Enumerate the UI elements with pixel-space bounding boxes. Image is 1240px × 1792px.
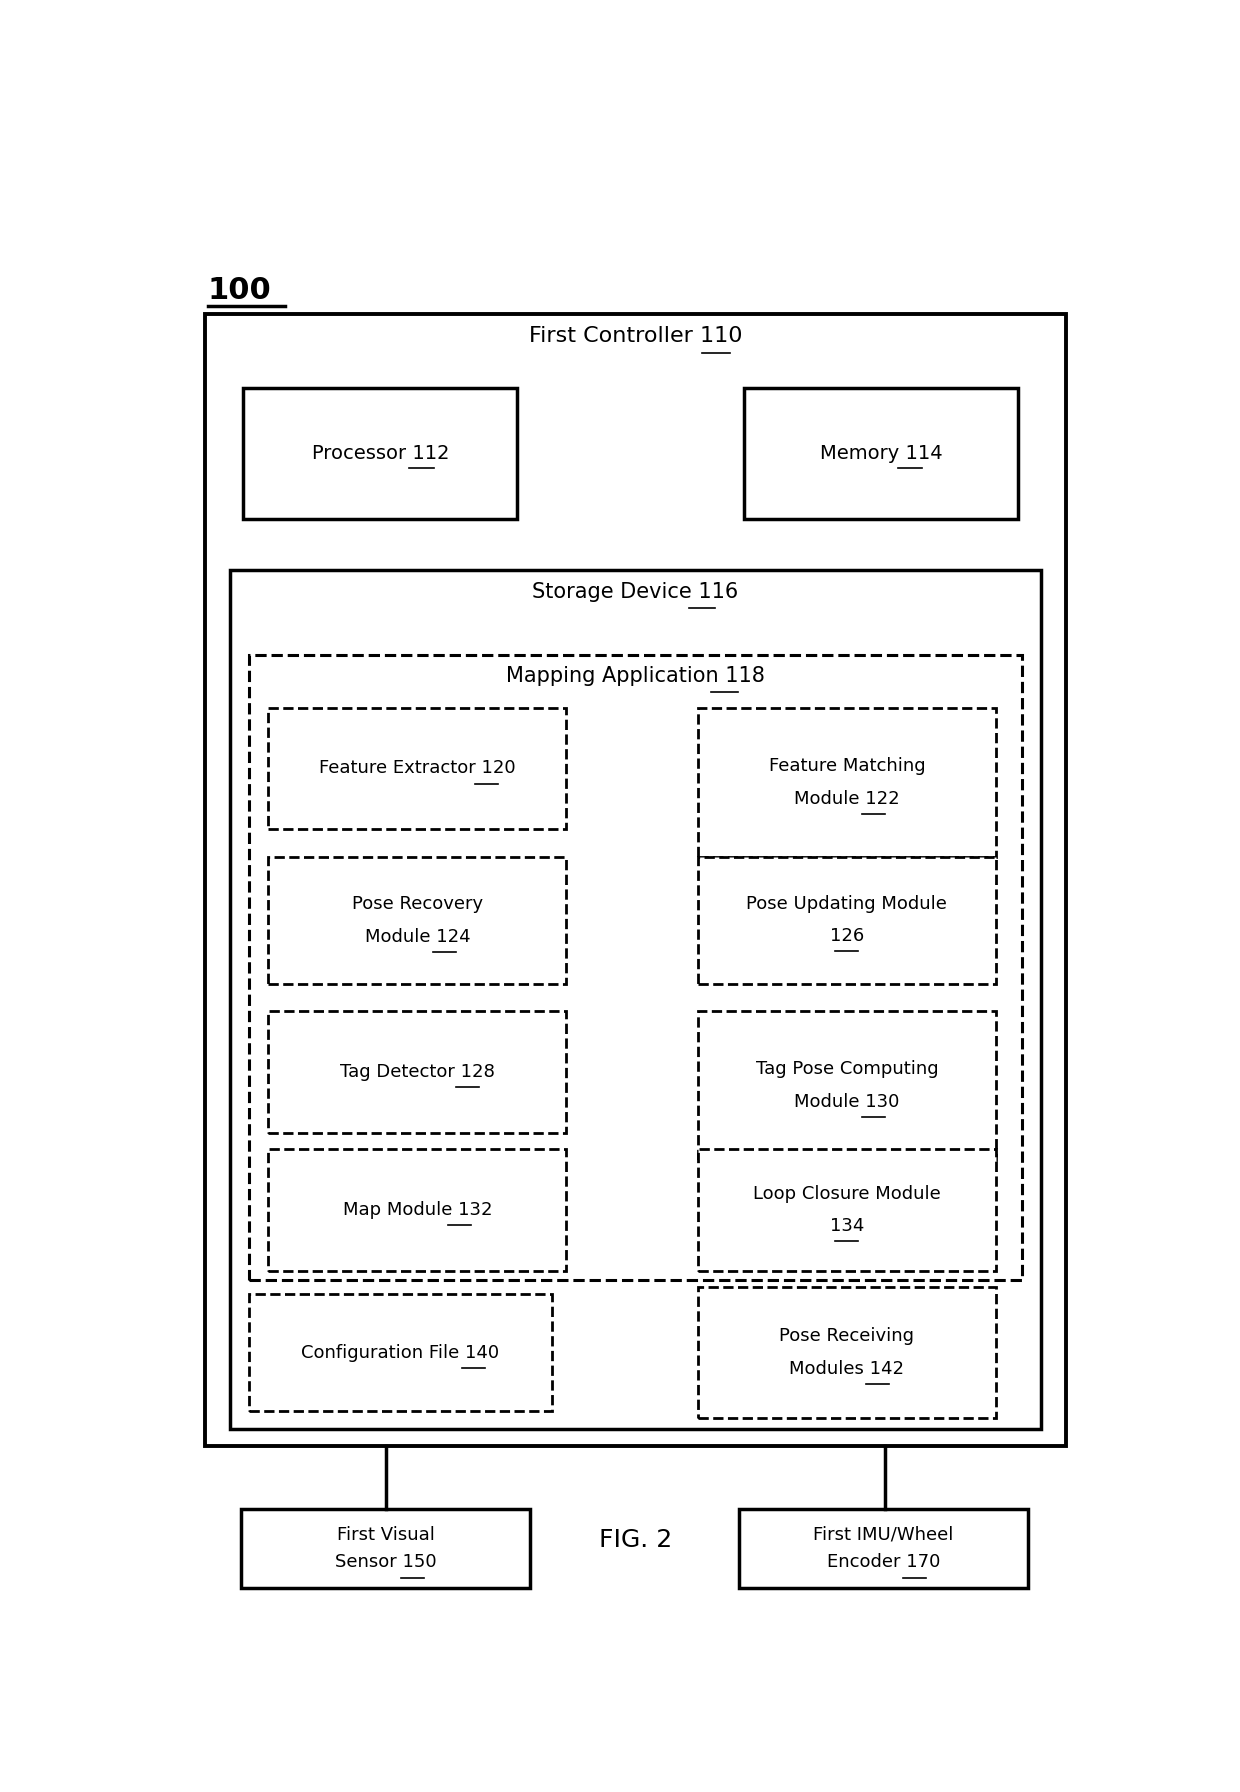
Bar [698,1149,996,1271]
Text: Module 130: Module 130 [795,1093,899,1111]
Bar [243,387,517,518]
Bar [249,1294,552,1412]
Bar [205,314,1066,1446]
Text: Feature Matching: Feature Matching [769,756,925,774]
Text: Pose Receiving: Pose Receiving [780,1328,914,1346]
Text: Processor 112: Processor 112 [311,444,449,462]
Text: Modules 142: Modules 142 [790,1360,904,1378]
Bar [249,656,1022,1279]
Bar [268,1149,567,1271]
Text: Memory 114: Memory 114 [820,444,942,462]
Text: First Controller 110: First Controller 110 [528,326,743,346]
Text: Module 124: Module 124 [365,928,470,946]
Bar [268,708,567,830]
Bar [698,708,996,857]
Text: Tag Detector 128: Tag Detector 128 [340,1063,495,1081]
Text: 100: 100 [208,276,272,305]
Text: 134: 134 [830,1217,864,1235]
Text: Loop Closure Module: Loop Closure Module [753,1185,941,1202]
Bar [698,1287,996,1417]
Bar [229,570,1042,1430]
Text: Configuration File 140: Configuration File 140 [301,1344,500,1362]
Text: First Visual: First Visual [337,1525,434,1545]
Text: FIG. 2: FIG. 2 [599,1529,672,1552]
Text: Module 122: Module 122 [794,790,900,808]
Text: Tag Pose Computing: Tag Pose Computing [755,1061,939,1079]
Bar [268,857,567,984]
Text: Storage Device 116: Storage Device 116 [532,582,739,602]
Bar [698,857,996,984]
Text: Pose Updating Module: Pose Updating Module [746,896,947,914]
Text: Map Module 132: Map Module 132 [342,1201,492,1219]
Text: Mapping Application 118: Mapping Application 118 [506,667,765,686]
Text: Encoder 170: Encoder 170 [827,1554,940,1572]
Bar [242,1509,529,1588]
Text: Pose Recovery: Pose Recovery [352,894,482,912]
Bar [739,1509,1028,1588]
Text: First IMU/Wheel: First IMU/Wheel [813,1525,954,1545]
Text: Feature Extractor 120: Feature Extractor 120 [319,760,516,778]
Text: 126: 126 [830,926,864,944]
Bar [698,1011,996,1159]
Text: Sensor 150: Sensor 150 [335,1554,436,1572]
Bar [744,387,1018,518]
Bar [268,1011,567,1133]
